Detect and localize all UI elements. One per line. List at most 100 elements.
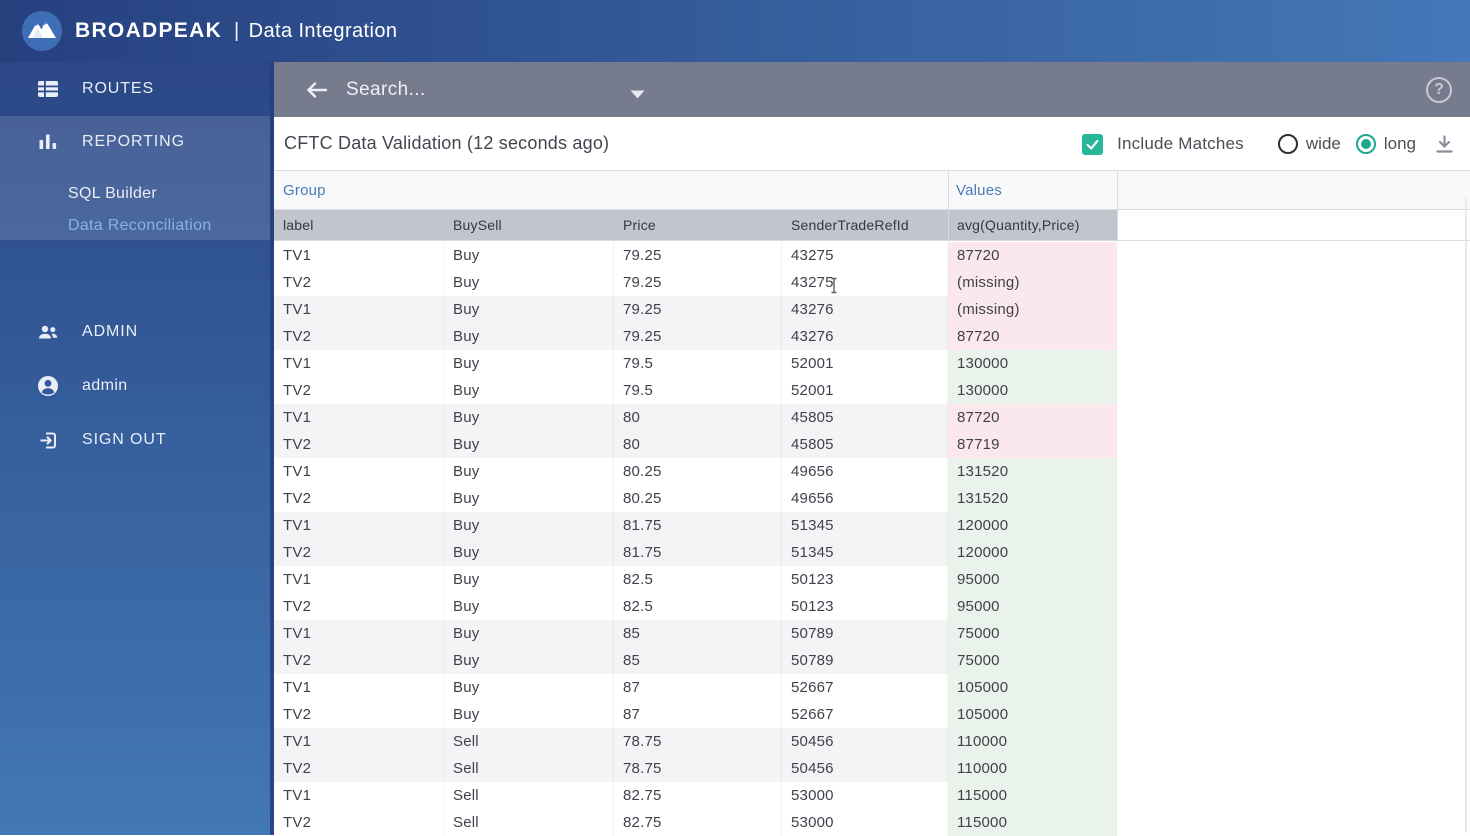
cell: 53000 xyxy=(782,809,948,836)
cell: 49656 xyxy=(782,485,948,512)
sidebar-item-admin[interactable]: ADMIN xyxy=(0,312,270,352)
cell: Buy xyxy=(444,296,614,323)
sidebar-item-label: SQL Builder xyxy=(68,185,157,203)
search-bar: ? xyxy=(274,62,1470,117)
cell: TV1 xyxy=(274,728,444,755)
group-header-row: Group Values xyxy=(274,171,1470,210)
cell: Buy xyxy=(444,404,614,431)
column-header-sendertraderefid[interactable]: SenderTradeRefId xyxy=(782,210,948,240)
brand-peak: PEAK xyxy=(159,19,223,42)
sidebar-item-label: admin xyxy=(82,377,128,395)
cell: 43276 xyxy=(782,323,948,350)
cell: Buy xyxy=(444,512,614,539)
cell: 78.75 xyxy=(614,755,782,782)
sidebar-item-reporting[interactable]: REPORTING xyxy=(0,120,270,164)
cell: Buy xyxy=(444,647,614,674)
scrollbar[interactable] xyxy=(1465,198,1467,833)
cell: 49656 xyxy=(782,458,948,485)
cell: TV2 xyxy=(274,431,444,458)
cell: 45805 xyxy=(782,431,948,458)
cell: 52001 xyxy=(782,377,948,404)
value-cell: 75000 xyxy=(948,647,1117,674)
radio-long[interactable]: long xyxy=(1356,134,1416,154)
cell: Buy xyxy=(444,701,614,728)
cell: Buy xyxy=(444,566,614,593)
cell: 52001 xyxy=(782,350,948,377)
search-input[interactable] xyxy=(346,79,596,101)
cell: 50789 xyxy=(782,620,948,647)
cell: TV1 xyxy=(274,782,444,809)
value-cell: 130000 xyxy=(948,350,1117,377)
back-arrow-icon[interactable] xyxy=(305,80,329,100)
cell: TV1 xyxy=(274,674,444,701)
cell: TV2 xyxy=(274,755,444,782)
cell: 51345 xyxy=(782,512,948,539)
value-cell: 95000 xyxy=(948,593,1117,620)
cell: TV1 xyxy=(274,404,444,431)
cell: Sell xyxy=(444,728,614,755)
radio-group: wide long xyxy=(1278,134,1416,154)
column-header-price[interactable]: Price xyxy=(614,210,782,240)
sidebar-item-sign-out[interactable]: SIGN OUT xyxy=(0,420,270,460)
sidebar-item-label: Data Reconciliation xyxy=(68,217,212,235)
cell: 43276 xyxy=(782,296,948,323)
cell: TV2 xyxy=(274,323,444,350)
cell: TV2 xyxy=(274,647,444,674)
cell: Buy xyxy=(444,539,614,566)
cell: Buy xyxy=(444,269,614,296)
download-icon[interactable] xyxy=(1434,134,1455,155)
sidebar-item-user[interactable]: admin xyxy=(0,366,270,406)
chevron-down-icon[interactable] xyxy=(630,86,645,104)
cell: 53000 xyxy=(782,782,948,809)
cell: Buy xyxy=(444,620,614,647)
cell: 45805 xyxy=(782,404,948,431)
column-header-buysell[interactable]: BuySell xyxy=(444,210,614,240)
value-cell: 105000 xyxy=(948,701,1117,728)
sidebar-item-routes[interactable]: ROUTES xyxy=(0,62,270,116)
cell: 50123 xyxy=(782,566,948,593)
cell: 79.5 xyxy=(614,377,782,404)
column-header-avg-quantity-price-[interactable]: avg(Quantity,Price) xyxy=(948,210,1117,240)
help-icon[interactable]: ? xyxy=(1426,77,1452,103)
cell: 50789 xyxy=(782,647,948,674)
cell: 80 xyxy=(614,431,782,458)
report-title: CFTC Data Validation (12 seconds ago) xyxy=(284,133,609,154)
cell: Sell xyxy=(444,782,614,809)
radio-wide[interactable]: wide xyxy=(1278,134,1341,154)
sidebar-item-data-reconciliation[interactable]: Data Reconciliation xyxy=(0,210,270,242)
cell: 78.75 xyxy=(614,728,782,755)
sidebar-item-sql-builder[interactable]: SQL Builder xyxy=(0,178,270,210)
include-matches-checkbox[interactable] xyxy=(1082,134,1103,155)
user-account-icon xyxy=(36,374,60,398)
cell: 80.25 xyxy=(614,458,782,485)
cell: Sell xyxy=(444,755,614,782)
cell: 82.75 xyxy=(614,782,782,809)
app-title-text: Data Integration xyxy=(249,20,398,43)
column-header-label[interactable]: label xyxy=(274,210,444,240)
value-cell: 131520 xyxy=(948,458,1117,485)
brand-name: BROADPEAK xyxy=(75,19,222,43)
